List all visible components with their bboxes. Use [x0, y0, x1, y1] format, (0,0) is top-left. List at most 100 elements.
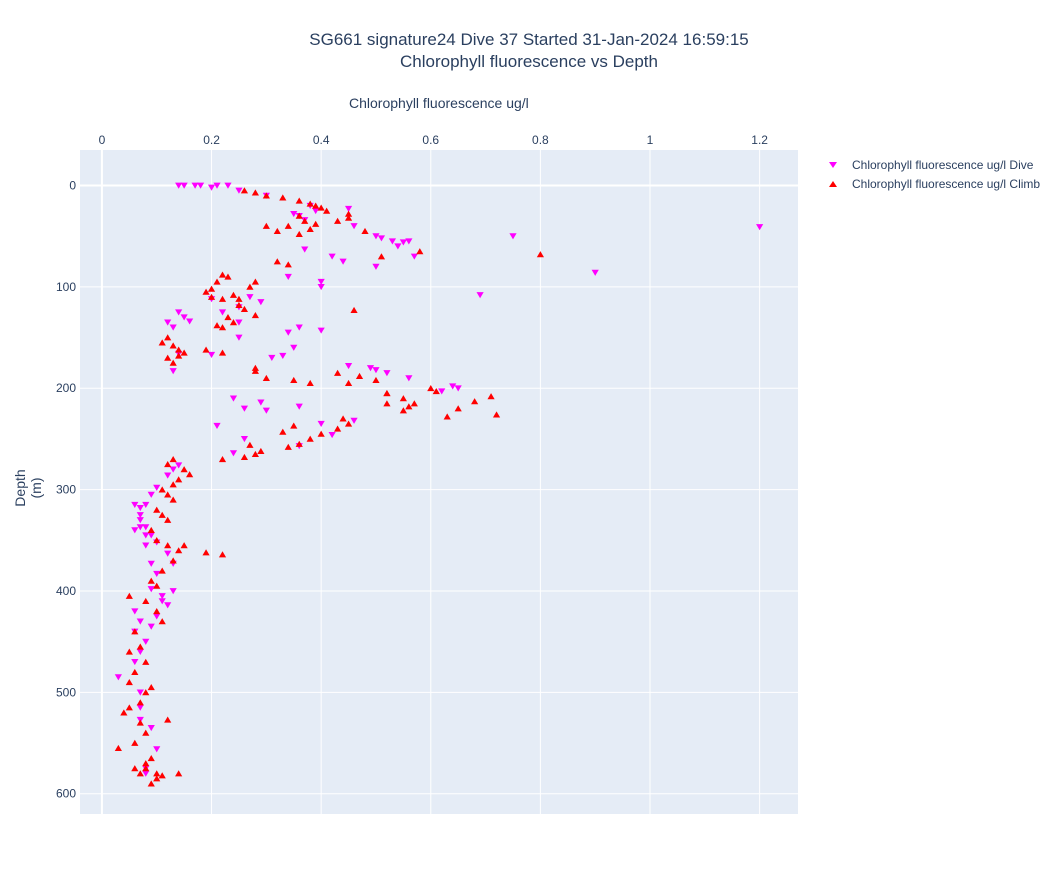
dive-point: [246, 294, 254, 301]
dive-point: [169, 466, 177, 473]
x-tick-label: 0: [99, 133, 106, 147]
dive-point: [164, 550, 172, 557]
climb-point: [147, 684, 155, 691]
climb-point: [432, 388, 440, 395]
legend-label-dive: Chlorophyll fluorescence ug/l Dive: [852, 158, 1034, 172]
dive-point: [186, 318, 194, 325]
y-tick-label: 300: [56, 483, 76, 497]
climb-point: [334, 369, 342, 376]
climb-point: [158, 772, 166, 779]
climb-point: [350, 306, 358, 314]
climb-point: [125, 648, 133, 655]
climb-point: [492, 411, 501, 418]
climb-point: [169, 342, 177, 349]
dive-point: [142, 770, 150, 777]
y-tick-label: 500: [56, 685, 76, 699]
climb-point: [344, 379, 353, 387]
legend-item-dive[interactable]: Chlorophyll fluorescence ug/l Dive: [820, 156, 1040, 175]
dive-point: [180, 182, 188, 189]
legend-label-climb: Chlorophyll fluorescence ug/l Climb: [852, 177, 1041, 191]
tick-labels: 0 0.2 0.4 0.6 0.8 1 1.2 0 100 200 300 400 500 600: [56, 133, 768, 801]
dive-point: [301, 246, 309, 253]
dive-point: [394, 243, 402, 250]
climb-point: [405, 403, 413, 410]
dive-point: [180, 314, 188, 321]
climb-point: [229, 319, 238, 326]
climb-point: [306, 435, 314, 442]
climb-point: [213, 322, 221, 329]
climb-point: [240, 453, 249, 461]
dive-point: [317, 420, 325, 427]
dive-point: [410, 253, 418, 260]
climb-point: [284, 261, 292, 268]
legend[interactable]: Chlorophyll fluorescence ug/l Dive Chlor…: [820, 156, 1040, 194]
dive-point: [142, 532, 150, 539]
climb-point: [213, 278, 221, 285]
climb-point: [131, 765, 139, 772]
dive-point: [372, 233, 380, 240]
dive-point: [169, 368, 177, 375]
climb-point: [125, 592, 133, 599]
climb-point: [443, 413, 451, 420]
dive-point: [136, 524, 144, 531]
climb-point: [158, 511, 166, 518]
legend-item-climb[interactable]: Chlorophyll fluorescence ug/l Climb: [820, 175, 1040, 194]
climb-point: [334, 217, 342, 224]
data-markers: [114, 182, 764, 787]
dive-point: [175, 309, 183, 316]
climb-point: [175, 352, 183, 359]
dive-point: [312, 207, 320, 215]
climb-point: [295, 230, 303, 238]
climb-point: [372, 376, 380, 383]
climb-point: [125, 704, 133, 711]
climb-point: [344, 214, 353, 221]
climb-point: [306, 200, 314, 207]
climb-point: [317, 430, 325, 437]
dive-point: [158, 598, 166, 605]
dive-point: [284, 273, 292, 280]
climb-point: [284, 443, 292, 450]
climb-point: [355, 372, 364, 379]
climb-point: [339, 415, 347, 422]
climb-point: [273, 227, 281, 234]
climb-point: [262, 374, 270, 381]
dive-point: [372, 367, 380, 374]
climb-point: [120, 709, 128, 716]
climb-point: [136, 719, 144, 726]
climb-point: [306, 225, 314, 232]
dive-point: [405, 238, 413, 245]
climb-point: [251, 450, 259, 458]
climb-point: [377, 253, 386, 260]
x-tick-label: 0.6: [422, 133, 439, 147]
dive-point: [224, 182, 232, 189]
dive-point: [147, 623, 155, 630]
climb-point: [262, 222, 270, 229]
climb-point: [317, 204, 325, 211]
dive-point: [207, 351, 216, 359]
dive-point: [153, 613, 161, 620]
dive-point: [339, 258, 347, 265]
climb-point: [240, 305, 249, 313]
climb-point: [131, 628, 139, 635]
climb-point: [262, 192, 270, 199]
x-tick-label: 0.4: [313, 133, 330, 147]
climb-point: [164, 516, 172, 523]
climb-point: [410, 400, 418, 407]
dive-point: [136, 504, 144, 512]
dive-point: [295, 324, 303, 331]
climb-point: [180, 542, 188, 549]
dive-point: [153, 570, 161, 577]
dive-point: [438, 388, 446, 395]
climb-point: [383, 390, 391, 397]
climb-point: [164, 334, 172, 341]
dive-point: [169, 324, 177, 331]
dive-point: [147, 586, 155, 593]
dive-point: [164, 319, 172, 326]
climb-point: [164, 461, 172, 468]
dive-point: [136, 618, 144, 625]
climb-point: [158, 486, 166, 493]
dive-point: [317, 327, 325, 334]
dive-point: [377, 235, 386, 242]
climb-point: [246, 283, 254, 290]
dive-point: [158, 593, 166, 600]
